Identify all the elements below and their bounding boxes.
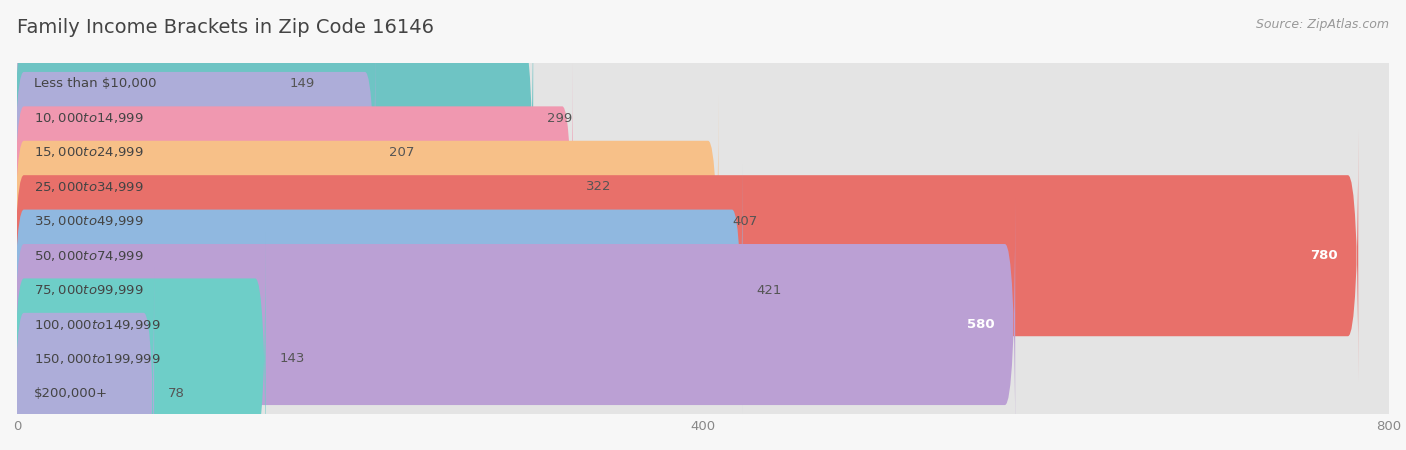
FancyBboxPatch shape [14,130,1358,382]
FancyBboxPatch shape [14,61,1392,313]
FancyBboxPatch shape [17,67,1389,101]
FancyBboxPatch shape [17,204,1389,238]
FancyBboxPatch shape [14,0,1392,244]
Text: 149: 149 [290,77,315,90]
FancyBboxPatch shape [17,273,1389,307]
Text: Family Income Brackets in Zip Code 16146: Family Income Brackets in Zip Code 16146 [17,18,434,37]
FancyBboxPatch shape [14,164,1392,416]
FancyBboxPatch shape [14,233,1392,450]
FancyBboxPatch shape [14,27,375,279]
FancyBboxPatch shape [14,0,1392,210]
Text: 421: 421 [756,284,782,297]
FancyBboxPatch shape [14,27,1392,279]
Text: $10,000 to $14,999: $10,000 to $14,999 [34,111,143,125]
FancyBboxPatch shape [17,135,1389,170]
Text: $75,000 to $99,999: $75,000 to $99,999 [34,283,143,297]
Text: 78: 78 [167,387,184,400]
FancyBboxPatch shape [14,267,155,450]
FancyBboxPatch shape [14,198,1015,450]
FancyBboxPatch shape [14,198,1392,450]
Text: 580: 580 [967,318,994,331]
FancyBboxPatch shape [17,307,1389,342]
Text: $35,000 to $49,999: $35,000 to $49,999 [34,214,143,228]
Text: $100,000 to $149,999: $100,000 to $149,999 [34,318,160,332]
FancyBboxPatch shape [14,95,718,347]
FancyBboxPatch shape [14,95,1392,347]
FancyBboxPatch shape [14,61,572,313]
Text: 143: 143 [280,352,305,365]
FancyBboxPatch shape [17,238,1389,273]
Text: 299: 299 [547,112,572,125]
Text: Source: ZipAtlas.com: Source: ZipAtlas.com [1256,18,1389,31]
Text: $25,000 to $34,999: $25,000 to $34,999 [34,180,143,194]
Text: $150,000 to $199,999: $150,000 to $199,999 [34,352,160,366]
Text: $50,000 to $74,999: $50,000 to $74,999 [34,249,143,263]
Text: 322: 322 [586,180,612,194]
Text: 780: 780 [1310,249,1337,262]
Text: 407: 407 [733,215,758,228]
FancyBboxPatch shape [17,170,1389,204]
FancyBboxPatch shape [14,0,533,244]
FancyBboxPatch shape [14,233,266,450]
FancyBboxPatch shape [14,130,1392,382]
FancyBboxPatch shape [17,101,1389,135]
Text: $200,000+: $200,000+ [34,387,108,400]
Text: 207: 207 [389,146,415,159]
FancyBboxPatch shape [14,267,1392,450]
FancyBboxPatch shape [17,376,1389,410]
FancyBboxPatch shape [14,0,276,210]
FancyBboxPatch shape [14,164,742,416]
Text: Less than $10,000: Less than $10,000 [34,77,156,90]
Text: $15,000 to $24,999: $15,000 to $24,999 [34,145,143,159]
FancyBboxPatch shape [17,342,1389,376]
